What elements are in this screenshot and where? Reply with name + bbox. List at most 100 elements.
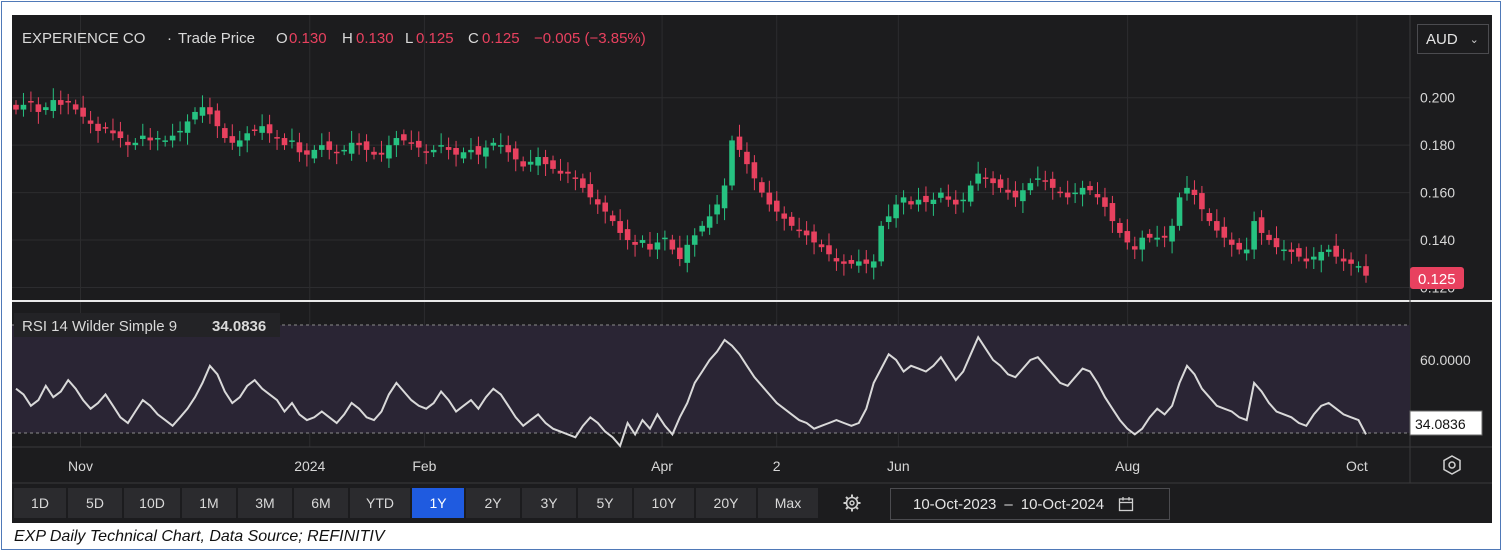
- candle-body: [1176, 197, 1183, 226]
- range-button-20y[interactable]: 20Y: [696, 488, 756, 518]
- candle-body: [982, 177, 989, 179]
- range-button-ytd[interactable]: YTD: [350, 488, 410, 518]
- range-button-10d[interactable]: 10D: [124, 488, 180, 518]
- range-button-1y[interactable]: 1Y: [412, 488, 464, 518]
- candle-body: [445, 147, 452, 150]
- figure-caption: EXP Daily Technical Chart, Data Source; …: [14, 528, 385, 545]
- range-button-10y[interactable]: 10Y: [634, 488, 694, 518]
- candle-body: [1340, 258, 1347, 262]
- candle-body: [1206, 213, 1213, 222]
- calendar-icon: [1118, 497, 1134, 512]
- range-button-1m[interactable]: 1M: [182, 488, 236, 518]
- candle-body: [520, 161, 526, 167]
- time-tick-label: Feb: [412, 458, 436, 474]
- candle-body: [609, 215, 616, 222]
- candle-body: [1072, 192, 1078, 195]
- candle-body: [423, 151, 430, 153]
- candle-body: [662, 237, 668, 240]
- candle-body: [453, 148, 459, 155]
- candle-body: [893, 204, 899, 219]
- axis-settings-icon[interactable]: [1443, 455, 1461, 475]
- candle-body: [975, 173, 981, 184]
- date-start: 10-Oct-2023: [913, 495, 997, 513]
- close-label: C: [468, 30, 479, 47]
- security-name: EXPERIENCE CO: [22, 30, 145, 47]
- candle-body: [289, 140, 295, 142]
- candle-body: [28, 101, 34, 103]
- candle-body: [1221, 226, 1228, 238]
- candle-body: [1161, 235, 1168, 238]
- header-separator: ·: [167, 30, 172, 47]
- candle-body: [43, 107, 49, 111]
- candle-body: [1273, 238, 1280, 248]
- candle-body: [527, 161, 534, 165]
- candle-body: [811, 231, 817, 243]
- candle-body: [117, 131, 124, 139]
- candle-body: [147, 137, 154, 141]
- candle-body: [1236, 242, 1243, 250]
- candle-body: [363, 141, 370, 150]
- candle-body: [594, 199, 601, 205]
- candle-body: [371, 151, 377, 155]
- range-button-5d[interactable]: 5D: [68, 488, 122, 518]
- candle-body: [863, 259, 870, 264]
- date-separator: –: [1004, 495, 1013, 513]
- candle-body: [691, 235, 698, 245]
- candle-body: [1258, 217, 1265, 233]
- currency-select[interactable]: AUD ⌄: [1417, 24, 1489, 54]
- candle-body: [1214, 221, 1220, 231]
- candle-body: [997, 179, 1004, 188]
- low-label: L: [405, 30, 413, 47]
- high-label: H: [342, 30, 353, 47]
- time-tick-label: Oct: [1346, 458, 1368, 474]
- candle-body: [1005, 189, 1011, 193]
- candle-body: [1057, 191, 1063, 194]
- candle-body: [80, 107, 86, 117]
- candle-body: [1146, 233, 1153, 238]
- candle-body: [401, 134, 407, 141]
- change-value: −0.005 (−3.85%): [534, 30, 646, 47]
- candle-body: [1243, 249, 1250, 254]
- candle-body: [759, 182, 765, 193]
- rsi-value: 34.0836: [212, 318, 266, 335]
- candle-body: [1251, 221, 1257, 250]
- candle-body: [967, 185, 974, 202]
- candle-body: [1094, 194, 1101, 198]
- range-button-max[interactable]: Max: [758, 488, 818, 518]
- candle-body: [505, 145, 512, 153]
- candle-body: [430, 149, 437, 153]
- candle-body: [938, 192, 944, 198]
- range-button-6m[interactable]: 6M: [294, 488, 348, 518]
- candle-body: [870, 261, 877, 268]
- candle-body: [1281, 249, 1287, 252]
- time-tick-label: Nov: [68, 458, 93, 474]
- rsi-header-bg: [14, 313, 280, 337]
- date-range-picker[interactable]: 10-Oct-2023 – 10-Oct-2024: [890, 488, 1170, 520]
- candle-body: [885, 216, 892, 223]
- range-button-2y[interactable]: 2Y: [466, 488, 520, 518]
- candle-body: [184, 121, 191, 133]
- chevron-down-icon: ⌄: [1469, 33, 1479, 46]
- candle-body: [818, 244, 825, 248]
- range-button-1d[interactable]: 1D: [14, 488, 66, 518]
- settings-button[interactable]: [838, 489, 866, 517]
- range-button-3m[interactable]: 3M: [238, 488, 292, 518]
- candle-body: [647, 243, 653, 250]
- high-value: 0.130: [356, 30, 394, 47]
- rsi-tag: [1409, 410, 1483, 436]
- time-tick-label: Aug: [1115, 458, 1140, 474]
- candle-body: [1064, 192, 1071, 198]
- candle-body: [900, 197, 907, 203]
- range-button-5y[interactable]: 5Y: [578, 488, 632, 518]
- candle-body: [766, 192, 773, 205]
- range-button-3y[interactable]: 3Y: [522, 488, 576, 518]
- candle-body: [1184, 187, 1190, 194]
- candle-body: [296, 142, 303, 153]
- candle-body: [1020, 190, 1026, 202]
- candle-body: [438, 145, 444, 147]
- candle-body: [50, 100, 57, 111]
- candle-body: [35, 104, 42, 112]
- candle-body: [87, 120, 94, 124]
- candle-body: [788, 216, 795, 226]
- candle-body: [192, 111, 198, 120]
